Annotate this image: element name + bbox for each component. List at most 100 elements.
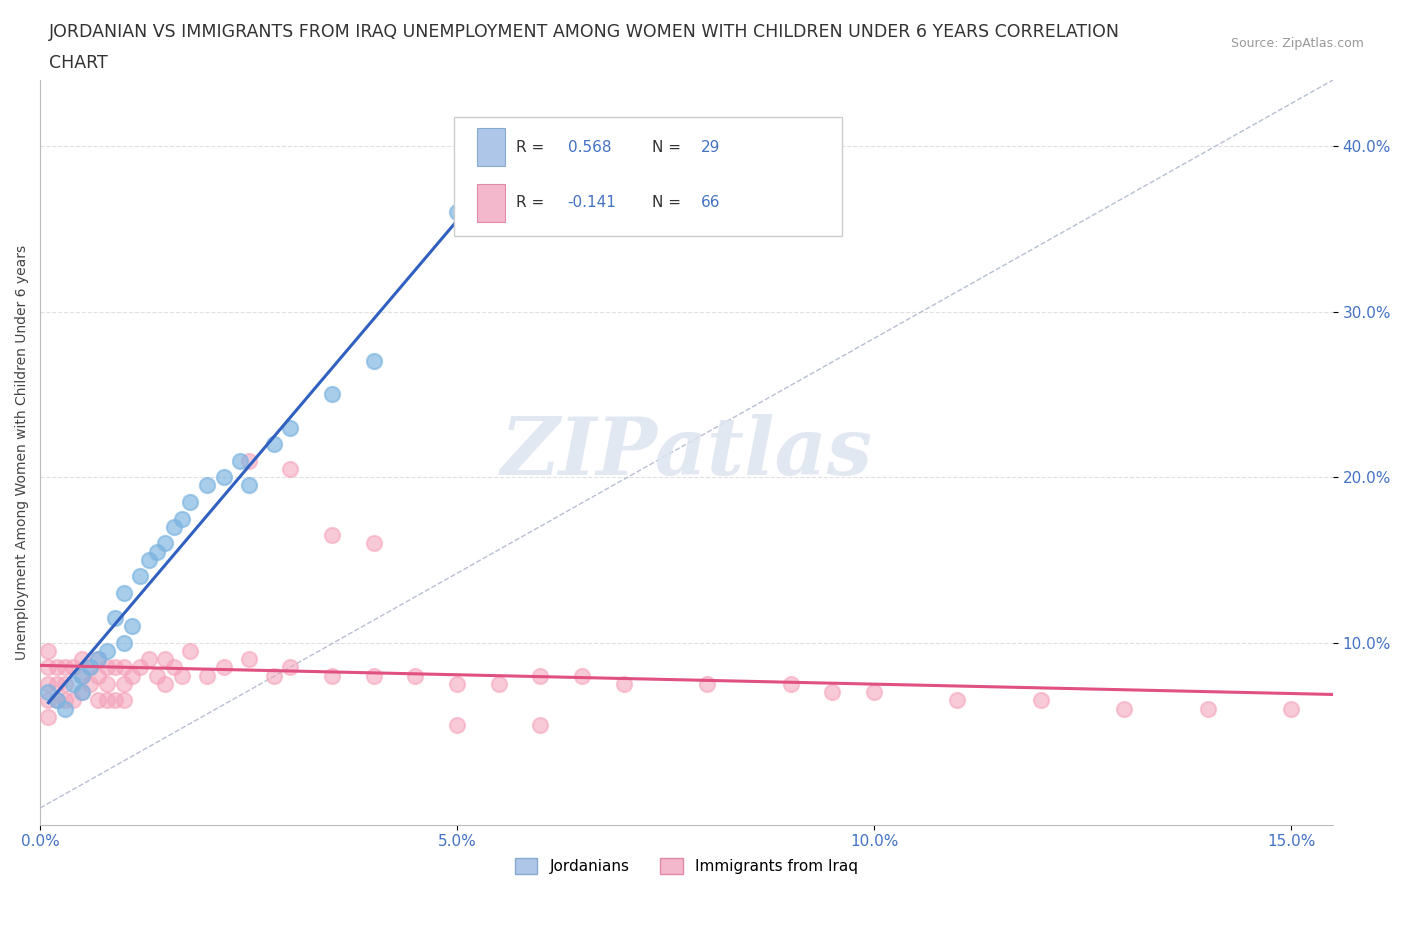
Point <box>1114 701 1136 716</box>
Point <box>321 387 343 402</box>
Point <box>45 660 67 675</box>
Point <box>138 552 160 567</box>
Point <box>155 536 177 551</box>
Point <box>529 669 551 684</box>
Point <box>87 669 110 684</box>
Point <box>53 693 76 708</box>
Point <box>129 660 152 675</box>
Point <box>79 660 101 675</box>
Point <box>37 710 59 724</box>
Point <box>96 693 118 708</box>
Point <box>238 453 260 468</box>
Point <box>70 684 93 699</box>
Point <box>1197 701 1219 716</box>
Point <box>779 676 801 691</box>
Text: ZIPatlas: ZIPatlas <box>501 414 873 491</box>
Point <box>146 669 169 684</box>
Text: Source: ZipAtlas.com: Source: ZipAtlas.com <box>1230 37 1364 50</box>
Point <box>96 660 118 675</box>
Point <box>363 354 385 369</box>
Point <box>96 644 118 658</box>
Point <box>179 644 201 658</box>
Y-axis label: Unemployment Among Women with Children Under 6 years: Unemployment Among Women with Children U… <box>15 245 30 660</box>
Point <box>404 669 426 684</box>
Point <box>53 676 76 691</box>
Point <box>278 660 301 675</box>
Point <box>613 676 636 691</box>
Point <box>1029 693 1052 708</box>
Point <box>529 718 551 733</box>
Point <box>446 676 468 691</box>
Point <box>70 684 93 699</box>
Point <box>121 669 143 684</box>
Point <box>195 669 218 684</box>
Point <box>104 693 127 708</box>
Text: R =: R = <box>516 195 548 210</box>
Point <box>70 669 93 684</box>
Point <box>53 701 76 716</box>
Point <box>121 618 143 633</box>
Point <box>37 644 59 658</box>
Point <box>37 676 59 691</box>
FancyBboxPatch shape <box>477 128 506 166</box>
Point <box>863 684 886 699</box>
Point <box>87 652 110 667</box>
Point <box>155 676 177 691</box>
Point <box>238 652 260 667</box>
FancyBboxPatch shape <box>454 117 842 236</box>
Point <box>278 461 301 476</box>
Point <box>70 652 93 667</box>
Point <box>446 718 468 733</box>
Point <box>79 676 101 691</box>
Text: N =: N = <box>651 140 685 154</box>
Point <box>155 652 177 667</box>
Point <box>162 660 184 675</box>
Point <box>696 676 718 691</box>
Point <box>129 569 152 584</box>
Point <box>62 660 84 675</box>
Point <box>112 586 135 601</box>
Point <box>37 693 59 708</box>
Point <box>170 669 193 684</box>
Point <box>138 652 160 667</box>
Point <box>53 660 76 675</box>
Point <box>1279 701 1302 716</box>
Point <box>162 519 184 534</box>
Point <box>96 676 118 691</box>
Text: 0.568: 0.568 <box>568 140 612 154</box>
Point <box>112 693 135 708</box>
Point <box>238 478 260 493</box>
Point <box>195 478 218 493</box>
Point <box>87 693 110 708</box>
Point <box>112 635 135 650</box>
Point <box>212 660 235 675</box>
Text: CHART: CHART <box>49 54 108 72</box>
Point <box>278 420 301 435</box>
Point <box>70 669 93 684</box>
Point <box>946 693 969 708</box>
Point <box>45 693 67 708</box>
Text: JORDANIAN VS IMMIGRANTS FROM IRAQ UNEMPLOYMENT AMONG WOMEN WITH CHILDREN UNDER 6: JORDANIAN VS IMMIGRANTS FROM IRAQ UNEMPL… <box>49 23 1121 41</box>
Point <box>263 436 285 451</box>
Point <box>112 676 135 691</box>
Point <box>212 470 235 485</box>
Point <box>321 669 343 684</box>
Point <box>37 660 59 675</box>
Text: -0.141: -0.141 <box>568 195 616 210</box>
Point <box>821 684 844 699</box>
Point <box>179 495 201 510</box>
Point <box>79 660 101 675</box>
Point <box>104 660 127 675</box>
Point <box>488 676 510 691</box>
Point <box>229 453 252 468</box>
Text: 66: 66 <box>700 195 720 210</box>
Point <box>363 669 385 684</box>
Point <box>37 684 59 699</box>
Point <box>87 652 110 667</box>
Legend: Jordanians, Immigrants from Iraq: Jordanians, Immigrants from Iraq <box>509 852 865 880</box>
Text: R =: R = <box>516 140 548 154</box>
Point <box>170 512 193 526</box>
Point <box>263 669 285 684</box>
FancyBboxPatch shape <box>477 184 506 221</box>
Point <box>446 205 468 219</box>
